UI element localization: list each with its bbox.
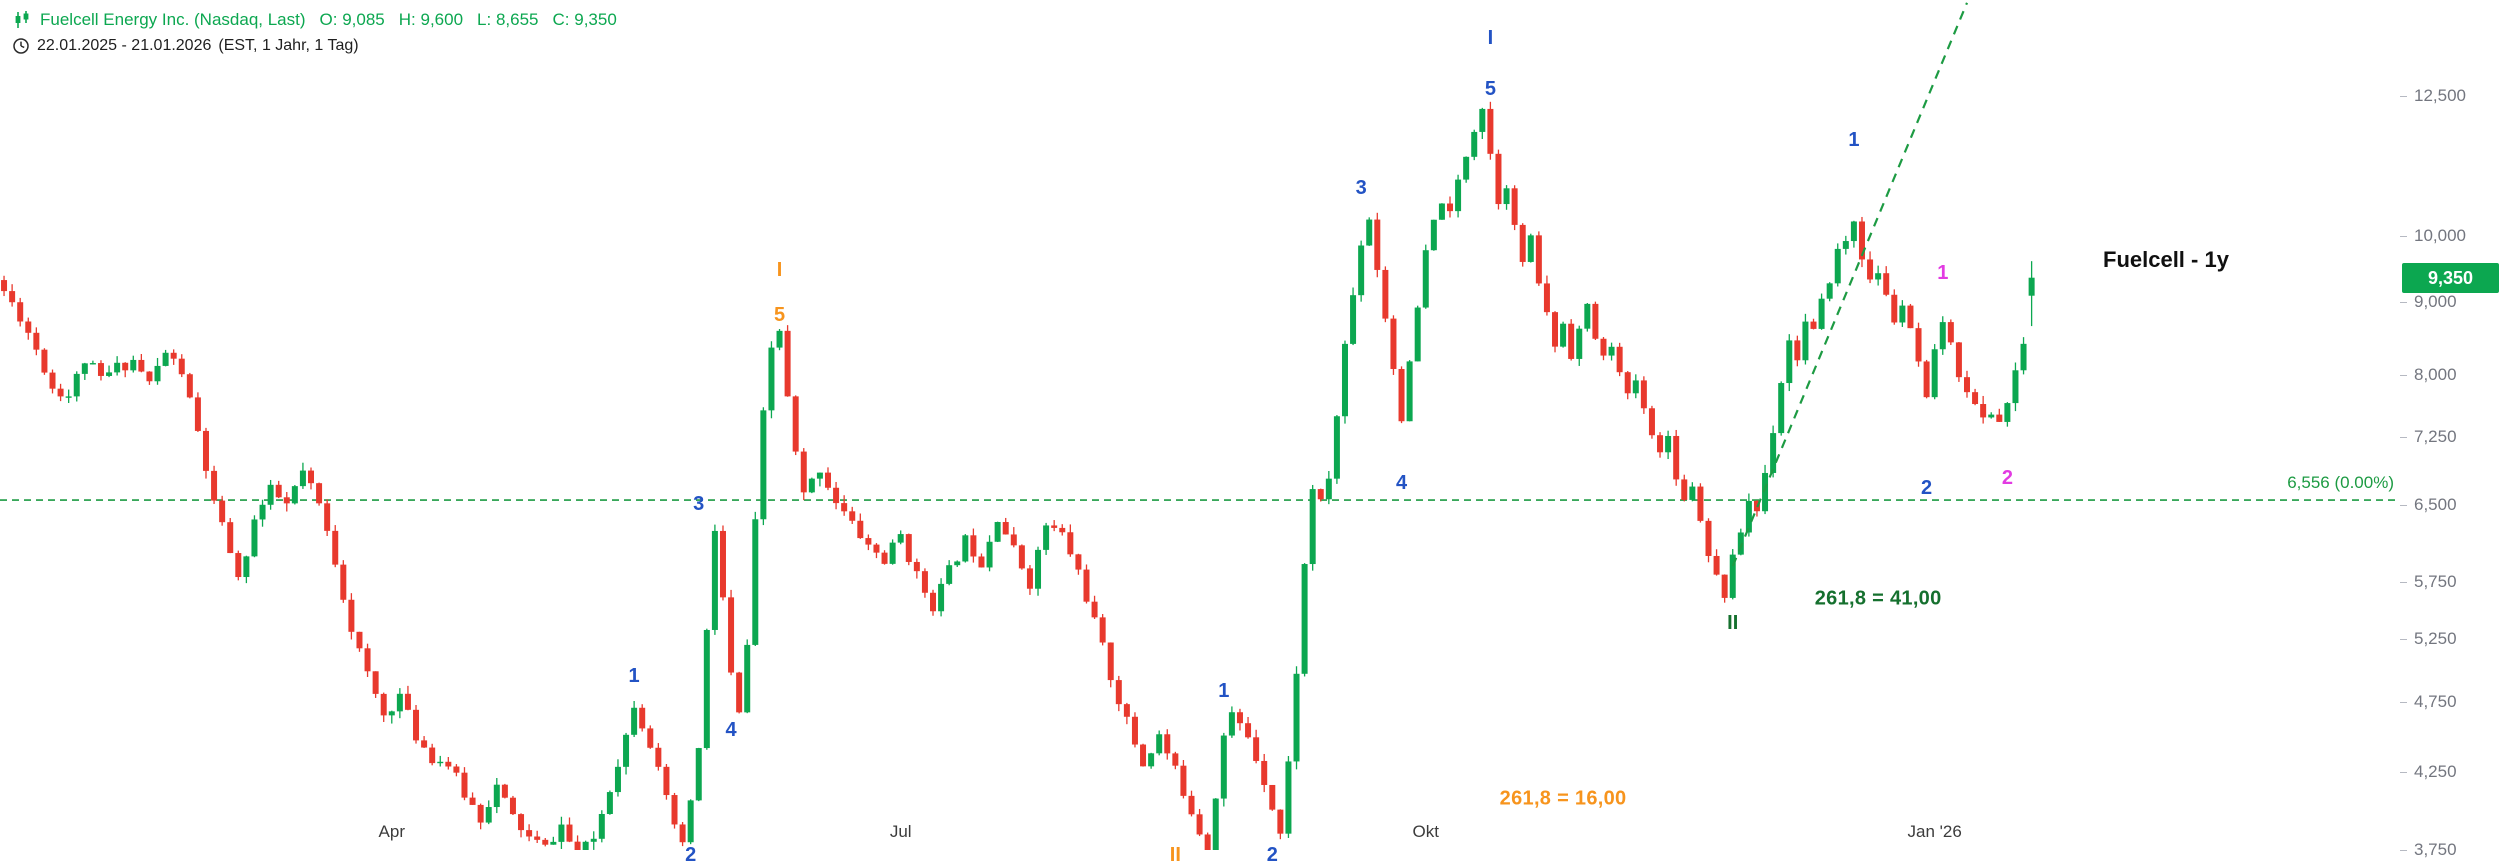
fib-extension-label[interactable]: 261,8 = 16,00 — [1499, 787, 1627, 810]
price-axis-tick — [2400, 582, 2407, 584]
time-axis-label: Apr — [378, 822, 406, 841]
time-axis-label: Jul — [889, 822, 912, 841]
wave-label[interactable]: 2 — [1921, 477, 1933, 500]
price-axis-label: 6,500 — [2414, 495, 2457, 515]
price-axis-label: 5,250 — [2414, 629, 2457, 649]
price-axis-tick — [2400, 95, 2407, 97]
fib-extension-label[interactable]: 261,8 = 41,00 — [1814, 587, 1942, 610]
ohlc-close-value: 9,350 — [574, 10, 617, 29]
price-axis-tick — [2400, 850, 2407, 851]
time-axis-label: Jan '26 — [1907, 822, 1962, 841]
ohlc-close: C: 9,350 — [553, 10, 617, 30]
wave-label[interactable]: 4 — [725, 719, 737, 742]
price-axis-label: 9,000 — [2414, 291, 2457, 311]
trend-line[interactable] — [1731, 2, 1969, 567]
wave-label[interactable]: 1 — [1937, 262, 1949, 285]
ohlc-open-label: O: — [319, 10, 338, 29]
wave-label[interactable]: I — [1487, 27, 1494, 50]
timeframe: (EST, 1 Jahr, 1 Tag) — [218, 37, 359, 54]
price-axis-tick — [2400, 375, 2407, 377]
candlestick-icon — [15, 11, 29, 28]
wave-label[interactable]: 1 — [1848, 129, 1860, 152]
wave-label[interactable]: II — [1727, 611, 1739, 634]
wave-label[interactable]: 4 — [1395, 471, 1408, 494]
symbol-title: Fuelcell Energy Inc. (Nasdaq, Last) — [40, 10, 306, 29]
price-axis-tick — [2400, 301, 2407, 303]
wave-label[interactable]: I — [776, 258, 783, 281]
ohlc-close-label: C: — [552, 10, 570, 29]
price-axis-label: 10,000 — [2414, 225, 2466, 245]
ohlc-low: L: 8,655 — [477, 10, 538, 30]
wave-label[interactable]: 2 — [2001, 467, 2013, 490]
price-axis-tick — [2400, 505, 2407, 507]
ohlc-open-value: 9,085 — [342, 10, 385, 29]
price-axis-label: 12,500 — [2414, 85, 2466, 105]
price-axis-label: 8,000 — [2414, 365, 2457, 385]
price-axis-tick — [2400, 235, 2407, 237]
price-axis-label: 4,750 — [2414, 691, 2457, 711]
price-axis-tick — [2400, 639, 2407, 641]
wave-label[interactable]: 3 — [1355, 176, 1367, 199]
chart-title-label: Fuelcell - 1y — [2103, 247, 2229, 272]
wave-label[interactable]: 5 — [1484, 78, 1496, 101]
price-axis-tick — [2400, 771, 2407, 773]
ohlc-high-value: 9,600 — [420, 10, 464, 29]
wave-label[interactable]: 5 — [773, 303, 786, 326]
wave-label[interactable]: 1 — [1218, 680, 1230, 703]
price-axis-label: 4,250 — [2414, 761, 2457, 781]
ohlc-open: O: 9,085 — [320, 10, 385, 30]
date-range-row: 22.01.2025 - 21.01.2026 (EST, 1 Jahr, 1 … — [12, 37, 617, 55]
price-axis-label: 5,750 — [2414, 572, 2457, 592]
price-line-label: 6,556 (0.00%) — [2287, 473, 2394, 493]
price-axis-tick — [2400, 437, 2407, 439]
symbol-header: Fuelcell Energy Inc. (Nasdaq, Last) O: 9… — [12, 10, 617, 55]
wave-label[interactable]: 3 — [693, 492, 705, 515]
ohlc-high-label: H: — [398, 10, 416, 29]
ohlc-low-value: 8,655 — [495, 10, 539, 29]
price-axis-tick — [2400, 701, 2407, 703]
price-axis-label: 7,250 — [2414, 427, 2457, 447]
last-price-tag: 9,350 — [2402, 262, 2499, 293]
date-range: 22.01.2025 - 21.01.2026 — [37, 37, 212, 54]
ohlc-high: H: 9,600 — [399, 10, 463, 30]
wave-label[interactable]: 1 — [628, 665, 640, 688]
time-axis-label: Okt — [1412, 822, 1439, 841]
symbol-info-row: Fuelcell Energy Inc. (Nasdaq, Last) O: 9… — [12, 10, 617, 30]
ohlc-low-label: L: — [477, 10, 492, 29]
candles — [1, 101, 2035, 850]
clock-icon — [13, 38, 29, 54]
